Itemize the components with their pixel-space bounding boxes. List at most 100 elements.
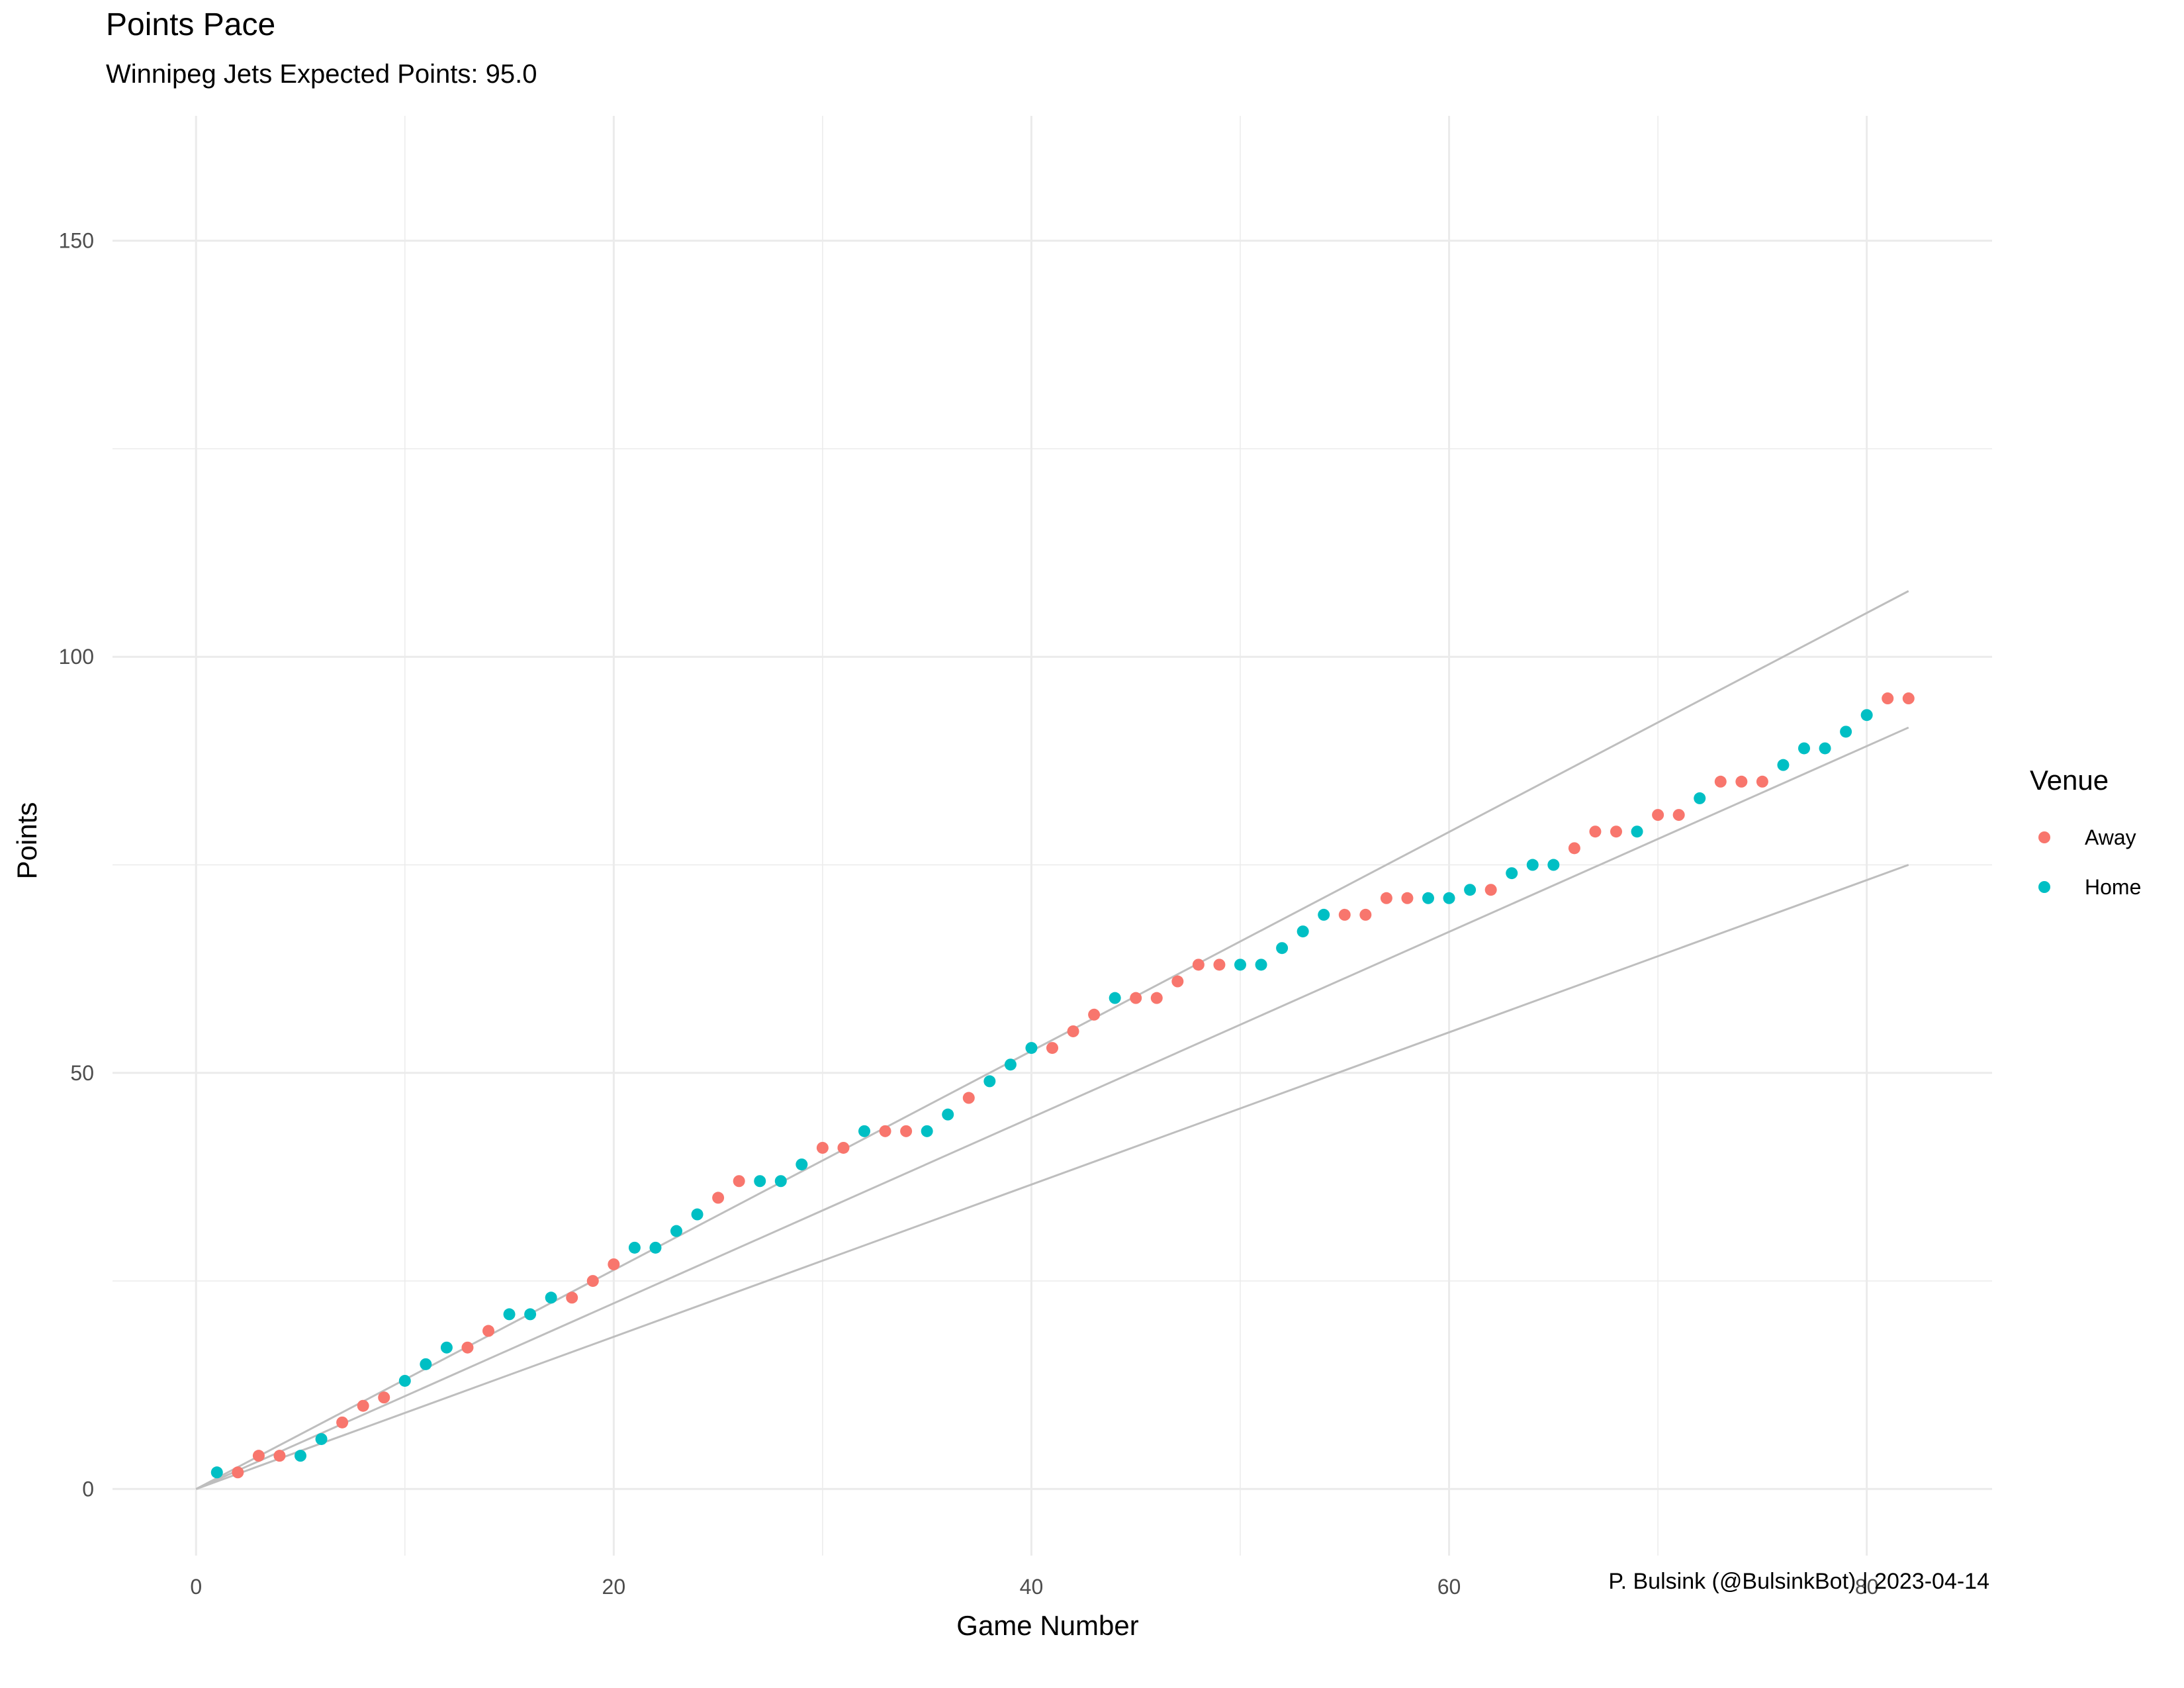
chart-caption: P. Bulsink (@BulsinkBot) | 2023-04-14 bbox=[1608, 1569, 1989, 1594]
data-point-away bbox=[608, 1258, 620, 1270]
data-point-away bbox=[252, 1450, 265, 1462]
data-point-home bbox=[398, 1374, 411, 1387]
data-point-home bbox=[1004, 1058, 1017, 1071]
data-point-away bbox=[712, 1192, 725, 1204]
data-point-home bbox=[1547, 859, 1560, 871]
pace-line bbox=[195, 590, 1909, 1490]
data-point-away bbox=[1380, 892, 1392, 904]
data-point-away bbox=[1046, 1042, 1058, 1055]
data-point-away bbox=[1150, 992, 1163, 1004]
data-point-away bbox=[1610, 825, 1622, 838]
data-point-home bbox=[1255, 959, 1267, 971]
data-point-home bbox=[983, 1075, 996, 1088]
data-point-away bbox=[1735, 775, 1748, 788]
data-point-away bbox=[900, 1125, 913, 1137]
data-point-away bbox=[1589, 825, 1602, 838]
data-point-away bbox=[482, 1325, 494, 1337]
data-point-home bbox=[1631, 825, 1643, 838]
data-point-home bbox=[1464, 884, 1477, 896]
data-point-home bbox=[754, 1175, 766, 1188]
data-point-away bbox=[879, 1125, 891, 1137]
data-point-home bbox=[420, 1358, 432, 1370]
data-point-away bbox=[962, 1092, 975, 1104]
data-point-away bbox=[837, 1141, 850, 1154]
data-point-home bbox=[649, 1241, 662, 1254]
legend-key-away bbox=[2038, 831, 2050, 843]
x-tick-label: 60 bbox=[1437, 1575, 1461, 1599]
legend-label-home: Home bbox=[2085, 874, 2142, 899]
data-point-away bbox=[1902, 692, 1915, 705]
data-point-home bbox=[1819, 742, 1831, 755]
legend-label-away: Away bbox=[2085, 825, 2136, 849]
x-tick-label: 80 bbox=[1855, 1575, 1879, 1599]
data-point-home bbox=[628, 1241, 641, 1254]
data-point-away bbox=[1171, 975, 1184, 988]
data-point-home bbox=[1860, 709, 1873, 722]
data-point-home bbox=[1109, 992, 1121, 1004]
legend-item-home: Home bbox=[2038, 874, 2141, 900]
major-gridlines bbox=[113, 116, 1992, 1556]
data-point-away bbox=[1401, 892, 1414, 904]
y-tick-label: 100 bbox=[59, 645, 94, 669]
data-point-home bbox=[774, 1175, 787, 1188]
y-axis-title: Points bbox=[11, 802, 42, 880]
data-point-home bbox=[210, 1466, 223, 1479]
chart-subtitle: Winnipeg Jets Expected Points: 95.0 bbox=[106, 60, 537, 89]
data-point-away bbox=[357, 1399, 369, 1412]
data-point-away bbox=[1192, 959, 1205, 971]
x-tick-label: 20 bbox=[602, 1575, 626, 1599]
data-point-away bbox=[336, 1416, 349, 1429]
legend-key-home bbox=[2038, 881, 2050, 893]
data-point-home bbox=[545, 1291, 557, 1304]
data-point-home bbox=[440, 1341, 453, 1354]
data-point-away bbox=[586, 1275, 599, 1288]
y-tick-label: 50 bbox=[70, 1061, 94, 1085]
data-point-home bbox=[503, 1308, 516, 1321]
data-point-away bbox=[1882, 692, 1894, 705]
data-point-away bbox=[378, 1391, 390, 1404]
data-point-away bbox=[1338, 908, 1351, 921]
pace-line bbox=[195, 726, 1909, 1490]
legend-item-away: Away bbox=[2038, 824, 2136, 851]
data-point-home bbox=[1234, 959, 1246, 971]
y-axis-tick-labels: 0 50 100 150 bbox=[59, 229, 94, 1501]
data-point-away bbox=[1067, 1025, 1079, 1037]
minor-gridlines bbox=[113, 116, 1992, 1556]
data-point-home bbox=[1297, 925, 1309, 938]
data-point-away bbox=[232, 1466, 244, 1479]
data-point-home bbox=[1025, 1042, 1038, 1055]
data-point-away bbox=[1484, 884, 1497, 896]
data-point-away bbox=[566, 1291, 578, 1304]
data-point-home bbox=[315, 1432, 328, 1445]
data-point-away bbox=[816, 1141, 829, 1154]
data-point-home bbox=[1276, 942, 1289, 955]
data-point-away bbox=[733, 1175, 745, 1188]
data-point-away bbox=[461, 1341, 474, 1354]
data-point-home bbox=[1777, 759, 1790, 771]
data-point-home bbox=[796, 1158, 808, 1171]
y-tick-label: 150 bbox=[59, 229, 94, 253]
data-point-home bbox=[1443, 892, 1455, 904]
data-point-home bbox=[1506, 867, 1518, 880]
data-point-home bbox=[1526, 859, 1539, 871]
data-point-away bbox=[273, 1450, 286, 1462]
data-point-away bbox=[1714, 775, 1727, 788]
data-point-home bbox=[670, 1225, 682, 1237]
x-tick-label: 0 bbox=[190, 1575, 202, 1599]
legend-title: Venue bbox=[2030, 765, 2109, 796]
data-point-home bbox=[1422, 892, 1434, 904]
data-points bbox=[210, 692, 1915, 1479]
x-axis-title: Game Number bbox=[956, 1610, 1138, 1641]
y-tick-label: 0 bbox=[82, 1477, 94, 1501]
data-point-away bbox=[1756, 775, 1768, 788]
data-point-away bbox=[1672, 809, 1685, 821]
data-point-home bbox=[1840, 726, 1852, 738]
data-point-away bbox=[1568, 842, 1580, 855]
x-axis-tick-labels: 0 20 40 60 80 bbox=[190, 1575, 1878, 1599]
data-point-away bbox=[1652, 809, 1664, 821]
data-point-away bbox=[1213, 959, 1226, 971]
data-point-home bbox=[858, 1125, 870, 1137]
data-point-home bbox=[921, 1125, 933, 1137]
data-point-away bbox=[1359, 908, 1372, 921]
